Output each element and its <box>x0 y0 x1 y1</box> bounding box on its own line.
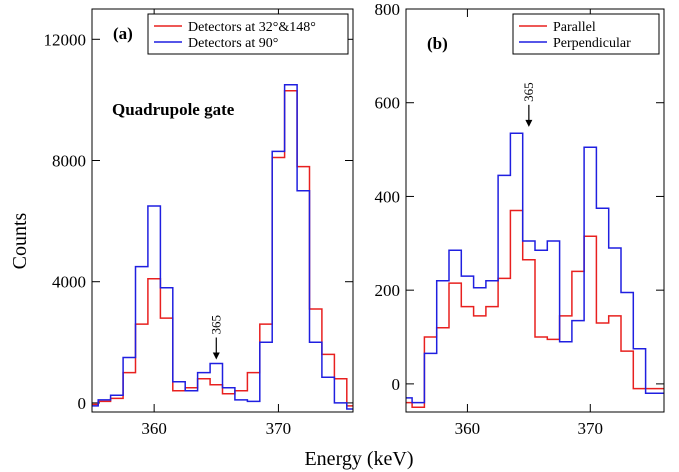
x-tick-label: 360 <box>455 419 481 438</box>
y-tick-label: 12000 <box>44 30 87 49</box>
legend-box <box>512 13 660 55</box>
y-axis-label: Counts <box>9 212 31 269</box>
x-axis-label: Energy (keV) <box>304 448 413 470</box>
panel-label: (b) <box>427 34 448 53</box>
y-tick-label: 0 <box>392 375 401 394</box>
x-tick-label: 370 <box>266 419 292 438</box>
y-tick-label: 200 <box>375 281 401 300</box>
plot-frame <box>91 8 354 413</box>
legend-entry: Parallel <box>553 20 596 35</box>
annotation-label: 365 <box>208 315 223 335</box>
x-tick-label: 370 <box>578 419 604 438</box>
y-tick-label: 600 <box>375 94 401 113</box>
y-tick-label: 400 <box>375 187 401 206</box>
y-tick-label: 8000 <box>52 152 86 171</box>
y-tick-label: 4000 <box>52 273 86 292</box>
series-line-1 <box>92 90 353 407</box>
legend-entry: Detectors at 90° <box>188 36 278 51</box>
legend-entry: Perpendicular <box>553 36 631 51</box>
y-tick-label: 0 <box>78 394 87 413</box>
legend-box <box>147 13 349 55</box>
panel-b: 0 200 400 600 800 360 370 ParallelPerpendicular… <box>375 0 665 438</box>
annotation-arrowhead <box>212 352 220 360</box>
y-tick-label: 800 <box>375 0 401 19</box>
panel-label: (a) <box>113 24 133 43</box>
annotation-label: 365 <box>521 82 536 102</box>
series-line-2 <box>406 132 664 404</box>
panel-a: 0 4000 8000 12000 360 370 Detectors at 32°&148… <box>44 8 354 438</box>
legend-entry: Detectors at 32°&148° <box>188 20 316 35</box>
series-line-1 <box>406 209 664 409</box>
series-line-2 <box>92 84 353 410</box>
annotation-arrowhead <box>525 119 533 127</box>
x-tick-label: 360 <box>141 419 167 438</box>
inset-text: Quadrupole gate <box>112 100 235 119</box>
plot-frame <box>405 8 665 413</box>
